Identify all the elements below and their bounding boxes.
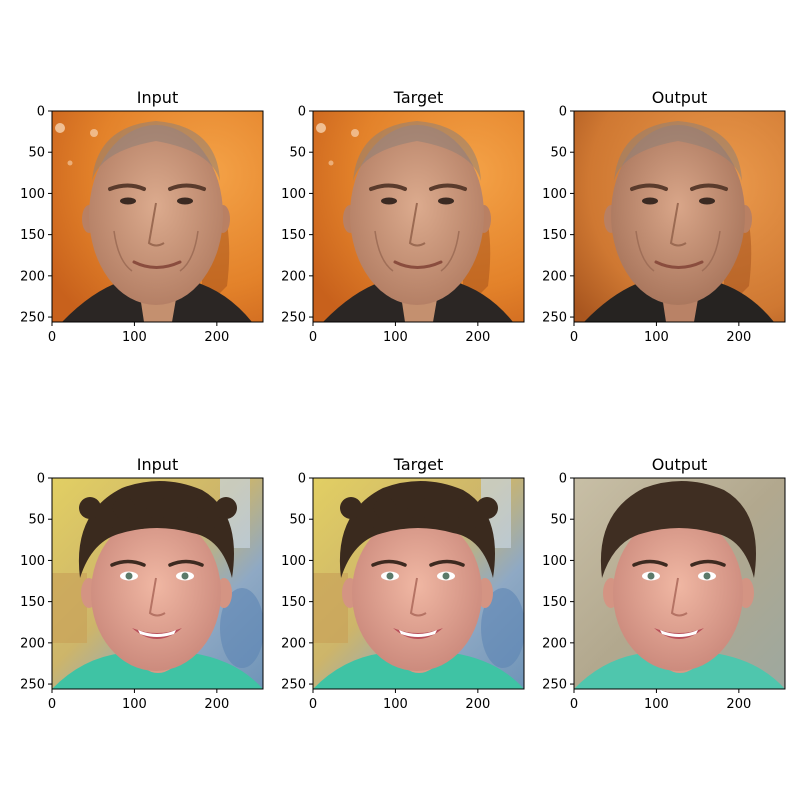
axes-frame [51,477,264,690]
y-tick-label: 50 [28,513,45,528]
x-tick-label: 0 [570,697,578,712]
face-image-boy-curly-hair [574,478,785,689]
y-tick-label: 250 [20,311,45,326]
y-tick-label: 200 [542,636,567,651]
x-tick-label: 200 [204,330,229,345]
axes-frame [312,110,525,323]
y-tick-label: 0 [37,105,45,120]
y-tick-label: 200 [281,636,306,651]
x-tick-label: 100 [122,330,147,345]
y-tick-label: 100 [542,187,567,202]
face-image-boy-curly-hair [52,478,263,689]
x-tick-label: 200 [204,697,229,712]
y-tick-label: 150 [542,228,567,243]
x-tick-label: 0 [309,330,317,345]
x-tick-label: 200 [726,330,751,345]
y-tick-label: 200 [281,269,306,284]
y-tick-label: 0 [37,472,45,487]
y-tick-label: 150 [281,228,306,243]
panel-title: Input [137,455,178,474]
y-tick-label: 100 [281,554,306,569]
y-tick-label: 50 [28,146,45,161]
x-tick-label: 0 [309,697,317,712]
axes-frame [573,110,786,323]
x-tick-label: 0 [48,330,56,345]
y-tick-label: 200 [542,269,567,284]
x-tick-label: 100 [644,697,669,712]
y-tick-label: 0 [559,472,567,487]
y-tick-label: 0 [559,105,567,120]
x-tick-label: 200 [465,697,490,712]
y-tick-label: 250 [281,311,306,326]
y-tick-label: 100 [20,554,45,569]
y-tick-label: 50 [289,513,306,528]
panel-title: Output [652,88,708,107]
face-image-boy-curly-hair [313,478,524,689]
y-tick-label: 0 [298,472,306,487]
y-tick-label: 200 [20,636,45,651]
y-tick-label: 150 [281,595,306,610]
x-tick-label: 0 [48,697,56,712]
y-tick-label: 0 [298,105,306,120]
y-tick-label: 50 [550,513,567,528]
x-tick-label: 200 [465,330,490,345]
face-image-man-orange-background [574,111,785,322]
y-tick-label: 100 [281,187,306,202]
panel-title: Target [393,455,444,474]
y-tick-label: 200 [20,269,45,284]
axes-frame [573,477,786,690]
y-tick-label: 250 [20,678,45,693]
panel-title: Output [652,455,708,474]
y-tick-label: 50 [550,146,567,161]
y-tick-label: 50 [289,146,306,161]
y-tick-label: 100 [20,187,45,202]
panel-title: Input [137,88,178,107]
panel-title: Target [393,88,444,107]
x-tick-label: 200 [726,697,751,712]
x-tick-label: 100 [383,697,408,712]
y-tick-label: 250 [542,311,567,326]
face-image-man-orange-background [52,111,263,322]
y-tick-label: 250 [281,678,306,693]
y-tick-label: 150 [20,595,45,610]
x-tick-label: 100 [644,330,669,345]
y-tick-label: 150 [20,228,45,243]
x-tick-label: 100 [122,697,147,712]
y-tick-label: 250 [542,678,567,693]
face-image-man-orange-background [313,111,524,322]
axes-frame [312,477,525,690]
axes-frame [51,110,264,323]
x-tick-label: 0 [570,330,578,345]
x-tick-label: 100 [383,330,408,345]
y-tick-label: 100 [542,554,567,569]
y-tick-label: 150 [542,595,567,610]
